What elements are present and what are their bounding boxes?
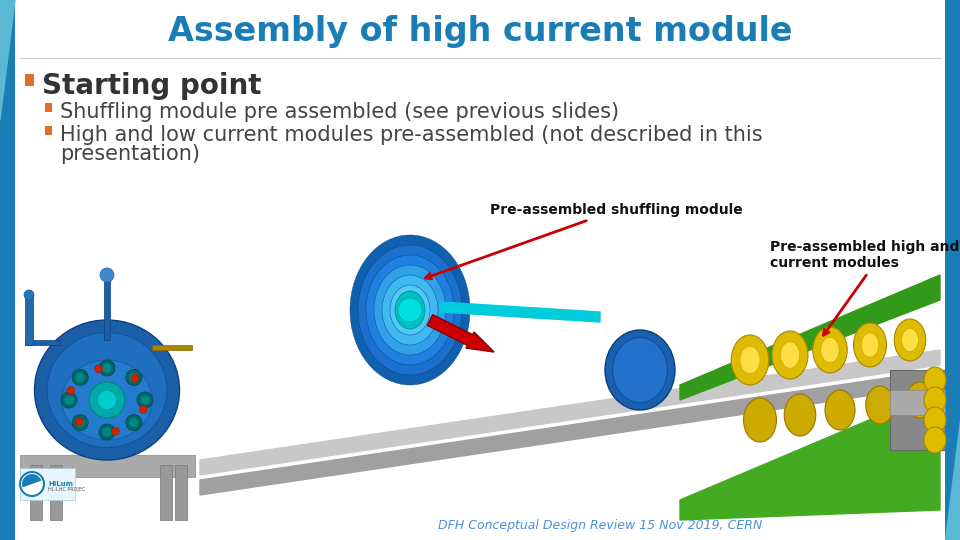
Bar [104, 280, 110, 340]
Bar [175, 465, 187, 520]
Ellipse shape [395, 291, 425, 329]
Circle shape [99, 360, 115, 376]
Ellipse shape [366, 255, 454, 365]
Circle shape [89, 382, 125, 418]
Polygon shape [680, 275, 940, 400]
Circle shape [139, 406, 147, 414]
Text: Pre-assembled shuffling module: Pre-assembled shuffling module [425, 203, 743, 279]
Circle shape [99, 424, 115, 440]
Ellipse shape [924, 387, 946, 413]
Circle shape [126, 369, 142, 386]
Ellipse shape [780, 342, 800, 368]
Text: Assembly of high current module: Assembly of high current module [168, 16, 792, 49]
Ellipse shape [743, 398, 777, 442]
Bar [890, 370, 945, 450]
Circle shape [61, 392, 77, 408]
Bar [45, 103, 52, 112]
Circle shape [75, 418, 84, 426]
Polygon shape [0, 0, 15, 120]
Circle shape [111, 427, 119, 435]
Circle shape [100, 268, 114, 282]
Circle shape [20, 472, 44, 496]
Circle shape [72, 415, 88, 430]
Bar [25, 295, 33, 345]
Ellipse shape [382, 275, 438, 345]
Bar [160, 465, 172, 520]
Ellipse shape [906, 382, 933, 418]
Ellipse shape [740, 346, 760, 374]
Circle shape [131, 374, 139, 382]
Circle shape [140, 395, 150, 405]
Ellipse shape [924, 367, 946, 393]
Ellipse shape [390, 285, 430, 335]
Text: presentation): presentation) [60, 144, 200, 164]
Circle shape [137, 392, 153, 408]
Wedge shape [22, 474, 41, 488]
Ellipse shape [853, 323, 886, 367]
Bar [20, 455, 195, 477]
Circle shape [129, 417, 139, 428]
Bar [25, 74, 34, 86]
Ellipse shape [772, 331, 808, 379]
Circle shape [97, 390, 117, 410]
Bar [45, 126, 52, 135]
Circle shape [129, 373, 139, 382]
Ellipse shape [605, 330, 675, 410]
Polygon shape [440, 302, 600, 322]
Circle shape [126, 415, 142, 430]
Circle shape [72, 369, 88, 386]
Circle shape [398, 298, 422, 322]
Circle shape [75, 373, 85, 382]
Text: HiLum: HiLum [48, 481, 73, 487]
Bar [50, 465, 62, 520]
Bar [945, 0, 960, 540]
Circle shape [95, 365, 103, 373]
Bar [30, 465, 42, 520]
Bar [20, 468, 75, 500]
Circle shape [24, 290, 34, 300]
Ellipse shape [825, 390, 855, 430]
Text: Pre-assembled high and low
current modules: Pre-assembled high and low current modul… [770, 240, 960, 335]
Polygon shape [200, 370, 940, 495]
Ellipse shape [821, 338, 839, 363]
Circle shape [64, 395, 74, 405]
Ellipse shape [358, 245, 462, 375]
Polygon shape [945, 420, 960, 540]
Text: High and low current modules pre-assembled (not described in this: High and low current modules pre-assembl… [60, 125, 762, 145]
FancyArrow shape [427, 315, 494, 352]
Ellipse shape [924, 427, 946, 453]
Ellipse shape [861, 333, 878, 357]
Ellipse shape [924, 407, 946, 433]
Text: HL·LHC PROJEC: HL·LHC PROJEC [48, 487, 85, 492]
Ellipse shape [374, 265, 446, 355]
Text: Shuffling module pre assembled (see previous slides): Shuffling module pre assembled (see prev… [60, 102, 619, 122]
Circle shape [102, 427, 112, 437]
Polygon shape [680, 390, 940, 520]
Circle shape [102, 363, 112, 373]
Polygon shape [200, 350, 940, 475]
Bar [25, 340, 60, 345]
Circle shape [75, 417, 85, 428]
Ellipse shape [35, 320, 180, 460]
Ellipse shape [784, 394, 816, 436]
Bar [0, 0, 15, 540]
Text: Starting point: Starting point [42, 72, 261, 100]
Circle shape [66, 387, 75, 395]
Ellipse shape [398, 295, 422, 325]
Ellipse shape [732, 335, 769, 385]
Ellipse shape [901, 328, 919, 352]
Bar [890, 390, 945, 415]
Ellipse shape [866, 386, 895, 424]
Ellipse shape [612, 338, 667, 402]
Ellipse shape [350, 235, 470, 385]
Bar [152, 345, 192, 350]
Ellipse shape [62, 360, 152, 440]
Ellipse shape [813, 327, 848, 373]
Ellipse shape [47, 333, 167, 448]
Ellipse shape [895, 319, 925, 361]
Text: DFH Conceptual Design Review 15 Nov 2019, CERN: DFH Conceptual Design Review 15 Nov 2019… [438, 518, 762, 531]
